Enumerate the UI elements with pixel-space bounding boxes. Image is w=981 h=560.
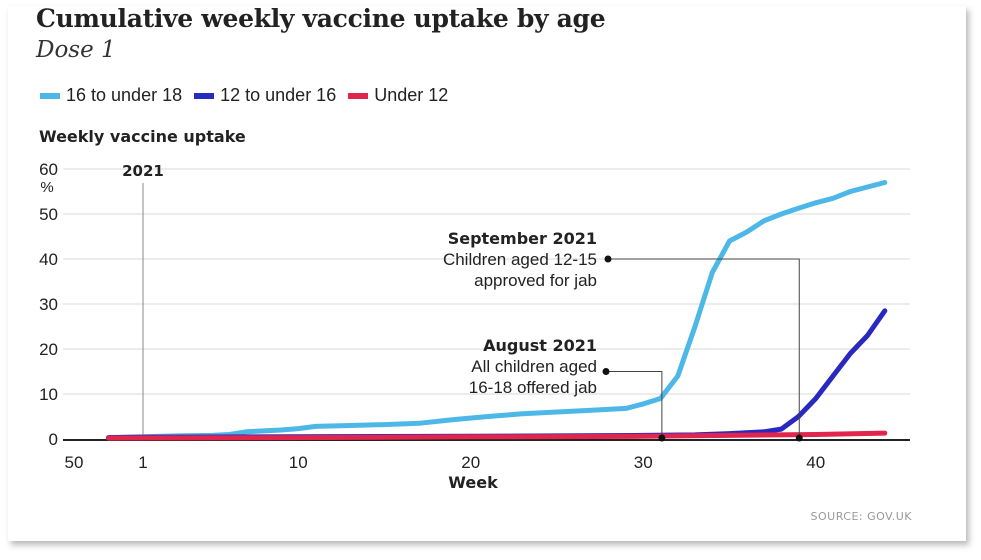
chart-card [8, 6, 966, 541]
annotation-title-1: August 2021 [483, 336, 597, 355]
legend-label-under-12: Under 12 [374, 85, 449, 105]
annotation-base-dot-1 [658, 434, 666, 442]
annotation-dot-1 [602, 368, 610, 375]
x-axis-title: Week [448, 473, 498, 492]
chart-title: Cumulative weekly vaccine uptake by age [36, 4, 606, 33]
annotation-base-dot-0 [795, 434, 803, 442]
y-axis-title: Weekly vaccine uptake [39, 127, 246, 146]
y-tick-label-20: 20 [39, 340, 58, 359]
annotation-title-0: September 2021 [448, 229, 597, 248]
y-tick-label-60: 60 [39, 160, 58, 179]
legend-swatch-16-18 [40, 92, 60, 99]
y-unit-label: % [40, 179, 53, 196]
legend-swatch-under-12 [348, 92, 369, 99]
source-note: SOURCE: GOV.UK [810, 510, 912, 523]
annotation-connector-0 [608, 258, 800, 437]
legend-label-16-18: 16 to under 18 [66, 85, 183, 105]
x-tick-label-30: 30 [634, 453, 653, 472]
x-tick-label-40: 40 [806, 453, 825, 472]
y-tick-label-50: 50 [39, 205, 58, 224]
year-marker-label: 2021 [122, 162, 164, 180]
y-tick-label-10: 10 [39, 385, 58, 404]
x-tick-label-1: 1 [138, 453, 147, 472]
legend: 16 to under 18 12 to under 16 Under 12 [40, 85, 460, 106]
legend-label-12-16: 12 to under 16 [220, 85, 337, 105]
annotation-line-0-1: approved for jab [474, 271, 597, 290]
annotation-line-0-0: Children aged 12-15 [443, 250, 597, 269]
y-tick-label-30: 30 [39, 295, 58, 314]
legend-item-16-18: 16 to under 18 [40, 85, 182, 106]
x-tick-label-50: 50 [65, 453, 84, 472]
annotation-line-1-1: 16-18 offered jab [469, 378, 597, 397]
x-tick-label-20: 20 [461, 453, 480, 472]
annotation-dot-0 [604, 255, 612, 263]
legend-swatch-12-16 [194, 92, 215, 99]
legend-item-12-16: 12 to under 16 [194, 85, 336, 106]
annotation-connector-1 [606, 371, 663, 437]
y-tick-label-40: 40 [39, 250, 58, 269]
legend-item-under-12: Under 12 [348, 85, 448, 106]
series-line-2 [106, 430, 888, 441]
series-line-0 [106, 180, 888, 441]
chart-subtitle: Dose 1 [36, 37, 116, 63]
x-tick-label-10: 10 [289, 453, 308, 472]
annotation-line-1-0: All children aged [471, 357, 597, 376]
y-tick-label-0: 0 [49, 430, 58, 449]
